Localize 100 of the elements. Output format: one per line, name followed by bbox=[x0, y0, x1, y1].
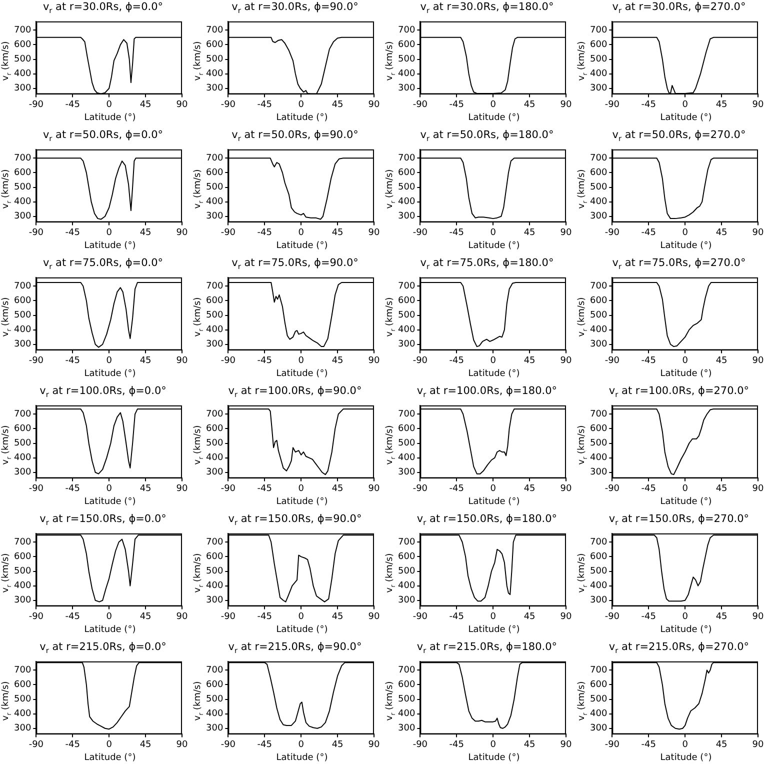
x-tick-label: 90 bbox=[176, 484, 188, 494]
y-tick-label: 400 bbox=[14, 69, 32, 80]
y-tick-label: 300 bbox=[206, 596, 224, 606]
y-tick-label: 700 bbox=[590, 409, 608, 420]
x-tick-label: -45 bbox=[641, 356, 656, 366]
y-tick-label: 300 bbox=[206, 84, 224, 94]
x-tick-label: 90 bbox=[560, 484, 572, 494]
y-tick-label: 400 bbox=[590, 197, 608, 208]
y-tick-label: 500 bbox=[14, 566, 32, 577]
x-tick-label: 45 bbox=[716, 228, 728, 238]
x-tick-label: 90 bbox=[752, 228, 764, 238]
y-tick-label: 600 bbox=[14, 552, 32, 562]
x-axis-title: Latitude (°) bbox=[275, 368, 329, 381]
x-tick-label: 0 bbox=[106, 484, 112, 494]
y-tick-label: 700 bbox=[206, 665, 224, 676]
x-tick-label: -45 bbox=[449, 100, 464, 110]
chart-title: v$_{r}$ at r=50.0Rs, ϕ=90.0° bbox=[230, 128, 360, 144]
x-tick-label: 0 bbox=[490, 100, 496, 110]
x-tick-label: -45 bbox=[449, 228, 464, 238]
y-tick-label: 400 bbox=[590, 709, 608, 720]
y-tick-label: 500 bbox=[14, 310, 32, 321]
y-tick-label: 400 bbox=[398, 69, 416, 80]
y-tick-label: 700 bbox=[206, 153, 224, 164]
y-tick-label: 700 bbox=[206, 409, 224, 420]
y-tick-label: 600 bbox=[14, 680, 32, 690]
x-tick-label: -45 bbox=[641, 612, 656, 622]
y-tick-label: 500 bbox=[14, 694, 32, 705]
y-tick-label: 400 bbox=[398, 197, 416, 208]
y-tick-label: 400 bbox=[590, 453, 608, 464]
x-tick-label: -90 bbox=[28, 612, 44, 622]
x-tick-label: 90 bbox=[560, 228, 572, 238]
y-tick-label: 300 bbox=[398, 84, 416, 94]
chart-title: v$_{r}$ at r=100.0Rs, ϕ=90.0° bbox=[227, 384, 363, 400]
x-tick-label: 0 bbox=[298, 612, 304, 622]
x-tick-label: 0 bbox=[682, 228, 688, 238]
x-axis-title: Latitude (°) bbox=[659, 752, 713, 765]
y-tick-label: 300 bbox=[590, 596, 608, 606]
x-tick-label: -90 bbox=[604, 612, 620, 622]
y-tick-label: 300 bbox=[14, 212, 32, 222]
chart-title: v$_{r}$ at r=150.0Rs, ϕ=270.0° bbox=[608, 512, 750, 528]
chart-title: v$_{r}$ at r=50.0Rs, ϕ=180.0° bbox=[419, 128, 555, 144]
x-tick-label: -45 bbox=[449, 356, 464, 366]
x-tick-label: -45 bbox=[257, 484, 272, 494]
y-tick-label: 700 bbox=[398, 537, 416, 548]
x-tick-label: 45 bbox=[140, 356, 152, 366]
x-tick-label: 90 bbox=[560, 740, 572, 750]
x-tick-label: -90 bbox=[28, 100, 44, 110]
x-tick-label: 0 bbox=[682, 100, 688, 110]
x-tick-label: -90 bbox=[220, 356, 236, 366]
y-tick-label: 700 bbox=[398, 665, 416, 676]
x-tick-label: 90 bbox=[176, 740, 188, 750]
y-tick-label: 600 bbox=[590, 168, 608, 178]
x-tick-label: 0 bbox=[682, 612, 688, 622]
x-tick-label: 90 bbox=[368, 228, 380, 238]
y-tick-label: 500 bbox=[206, 310, 224, 321]
chart-title: v$_{r}$ at r=215.0Rs, ϕ=0.0° bbox=[38, 640, 168, 656]
chart-title: v$_{r}$ at r=50.0Rs, ϕ=270.0° bbox=[611, 128, 747, 144]
x-tick-label: -45 bbox=[257, 356, 272, 366]
y-tick-label: 700 bbox=[398, 153, 416, 164]
x-tick-label: 0 bbox=[490, 612, 496, 622]
x-tick-label: -45 bbox=[65, 100, 80, 110]
x-tick-label: -45 bbox=[257, 740, 272, 750]
x-tick-label: 90 bbox=[176, 228, 188, 238]
x-axis-title: Latitude (°) bbox=[83, 496, 137, 509]
y-tick-label: 600 bbox=[206, 552, 224, 562]
x-tick-label: 90 bbox=[560, 612, 572, 622]
x-axis-title: Latitude (°) bbox=[275, 240, 329, 253]
x-axis-title: Latitude (°) bbox=[659, 240, 713, 253]
x-axis-title: Latitude (°) bbox=[659, 496, 713, 509]
x-axis-title: Latitude (°) bbox=[83, 752, 137, 765]
y-tick-label: 500 bbox=[206, 54, 224, 65]
x-tick-label: -45 bbox=[65, 228, 80, 238]
x-tick-label: 45 bbox=[140, 100, 152, 110]
x-axis-title: Latitude (°) bbox=[467, 496, 521, 509]
x-tick-label: 45 bbox=[524, 740, 536, 750]
x-tick-label: -45 bbox=[65, 612, 80, 622]
y-tick-label: 400 bbox=[206, 709, 224, 720]
y-tick-label: 500 bbox=[398, 694, 416, 705]
x-axis-title: Latitude (°) bbox=[275, 624, 329, 637]
y-tick-label: 400 bbox=[398, 709, 416, 720]
y-tick-label: 600 bbox=[398, 40, 416, 50]
y-tick-label: 600 bbox=[206, 680, 224, 690]
chart-title: v$_{r}$ at r=75.0Rs, ϕ=0.0° bbox=[42, 256, 164, 272]
y-tick-label: 600 bbox=[590, 680, 608, 690]
chart-title: v$_{r}$ at r=100.0Rs, ϕ=0.0° bbox=[38, 384, 168, 400]
y-tick-label: 300 bbox=[398, 212, 416, 222]
x-axis-title: Latitude (°) bbox=[275, 752, 329, 765]
y-tick-label: 600 bbox=[590, 296, 608, 306]
y-tick-label: 600 bbox=[398, 680, 416, 690]
y-tick-label: 600 bbox=[398, 168, 416, 178]
y-tick-label: 700 bbox=[14, 281, 32, 292]
y-tick-label: 400 bbox=[398, 453, 416, 464]
y-tick-label: 700 bbox=[206, 537, 224, 548]
x-tick-label: -90 bbox=[412, 740, 428, 750]
y-tick-label: 600 bbox=[206, 296, 224, 306]
y-tick-label: 500 bbox=[14, 438, 32, 449]
x-tick-label: 45 bbox=[332, 100, 344, 110]
y-tick-label: 300 bbox=[206, 340, 224, 350]
x-tick-label: 45 bbox=[140, 612, 152, 622]
y-tick-label: 300 bbox=[590, 468, 608, 478]
